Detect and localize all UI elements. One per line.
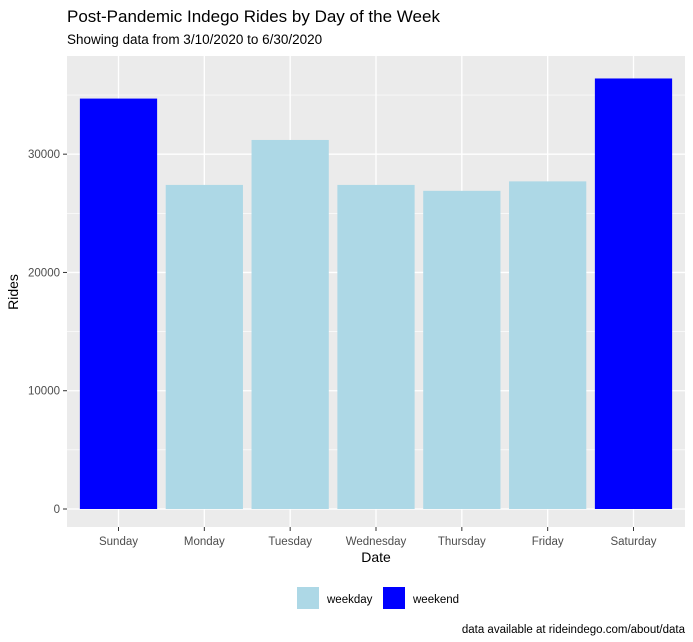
bar-monday bbox=[165, 184, 243, 509]
y-axis: 0 10000 20000 30000 bbox=[28, 149, 67, 516]
bars bbox=[79, 78, 673, 510]
y-tick-label: 30000 bbox=[28, 149, 60, 161]
bar-sunday bbox=[79, 98, 158, 509]
chart-caption: data available at rideindego.com/about/d… bbox=[462, 624, 686, 636]
y-axis-title: Rides bbox=[5, 274, 21, 310]
legend-label-weekday: weekday bbox=[326, 594, 373, 606]
y-tick-label: 10000 bbox=[28, 386, 60, 398]
bar-thursday bbox=[423, 190, 501, 509]
legend: weekday weekend bbox=[297, 587, 459, 609]
x-tick-label: Sunday bbox=[99, 536, 138, 548]
legend-key-weekday bbox=[297, 587, 319, 609]
x-tick-label: Saturday bbox=[610, 536, 656, 548]
bar-tuesday bbox=[251, 139, 329, 509]
legend-key-weekend bbox=[383, 587, 405, 609]
bar-friday bbox=[509, 181, 587, 510]
x-tick-label: Thursday bbox=[438, 536, 486, 548]
chart-title: Post-Pandemic Indego Rides by Day of the… bbox=[67, 7, 440, 26]
x-axis: Sunday Monday Tuesday Wednesday Thursday Frid… bbox=[99, 527, 657, 548]
y-tick-label: 0 bbox=[54, 504, 60, 516]
x-tick-label: Wednesday bbox=[346, 536, 407, 548]
chart-subtitle: Showing data from 3/10/2020 to 6/30/2020 bbox=[67, 32, 322, 47]
bar-wednesday bbox=[337, 184, 415, 509]
x-tick-label: Tuesday bbox=[268, 536, 312, 548]
y-tick-label: 20000 bbox=[28, 267, 60, 279]
legend-label-weekend: weekend bbox=[412, 594, 459, 606]
x-tick-label: Friday bbox=[532, 536, 564, 548]
x-tick-label: Monday bbox=[184, 536, 225, 548]
bar-saturday bbox=[594, 78, 673, 509]
x-axis-title: Date bbox=[361, 549, 391, 565]
